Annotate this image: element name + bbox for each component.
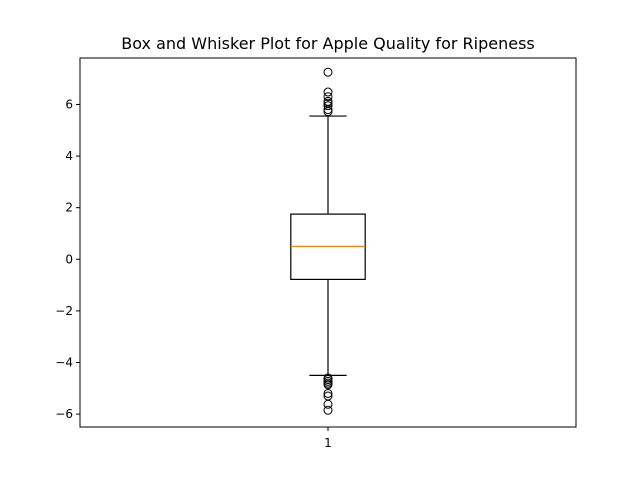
plot-area: −6 −4 −2 0 2 4 6 1: [55, 67, 366, 450]
outlier-point: [323, 101, 333, 111]
outlier-point: [323, 96, 333, 106]
chart-title: Box and Whisker Plot for Apple Quality f…: [121, 34, 534, 53]
outlier-point: [323, 92, 333, 102]
outlier-point: [323, 388, 333, 398]
outlier-point: [323, 399, 333, 409]
y-tick-label: −6: [55, 407, 73, 421]
y-tick-label: 6: [65, 97, 73, 111]
y-tick-label: 4: [65, 149, 73, 163]
y-tick-label: 2: [65, 201, 73, 215]
outlier-point: [323, 67, 333, 77]
outlier-point: [323, 107, 333, 117]
y-tick-label: −2: [55, 304, 73, 318]
axes-frame: [79, 57, 577, 428]
outlier-point: [323, 87, 333, 97]
outlier-point: [323, 405, 333, 415]
outlier-point: [323, 380, 333, 390]
x-tick-label: 1: [324, 436, 332, 450]
y-tick-label: 0: [65, 252, 73, 266]
y-tick-label: −4: [55, 355, 73, 369]
